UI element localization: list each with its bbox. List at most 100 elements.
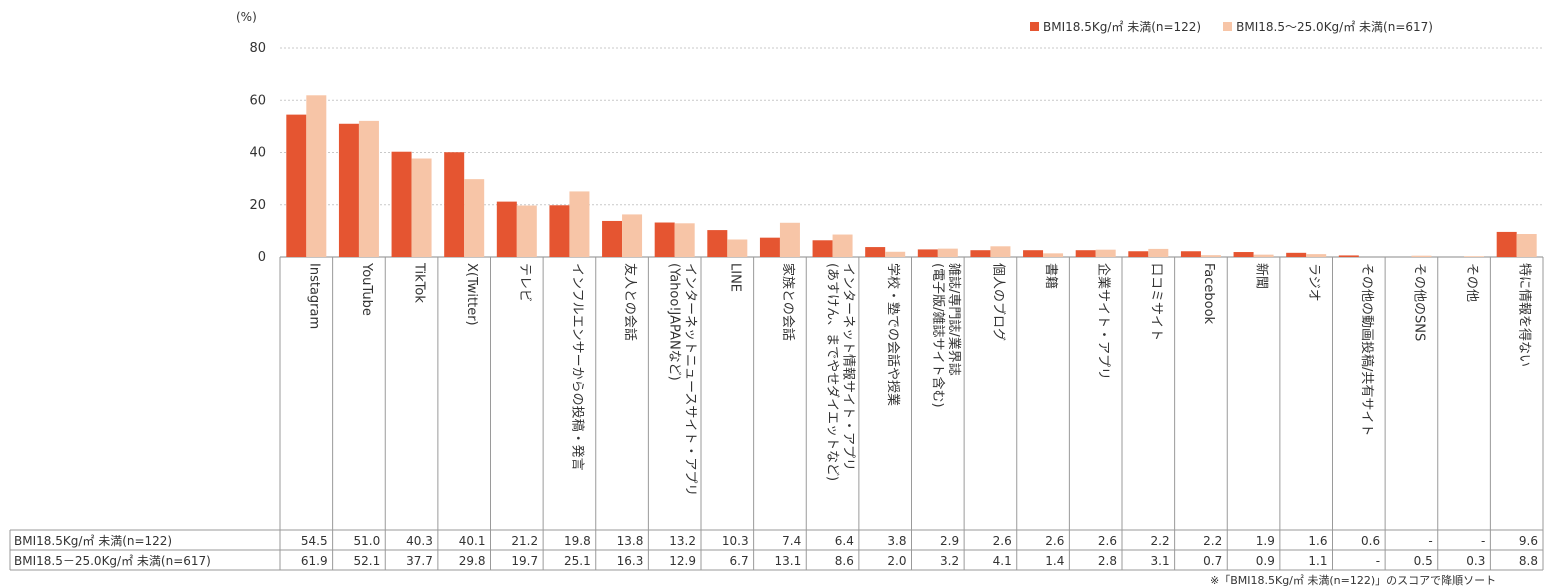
data-label: 2.2 xyxy=(1151,534,1170,548)
bar-series1 xyxy=(707,230,728,257)
bar-series2 xyxy=(779,222,800,257)
bar-series1 xyxy=(286,114,307,258)
data-label: 2.6 xyxy=(1098,534,1117,548)
x-tick-label: 企業サイト・アプリ xyxy=(1096,263,1112,380)
data-label: 8.6 xyxy=(835,554,854,568)
data-label: - xyxy=(1481,534,1485,548)
legend-item-series2: BMI18.5～25.0Kg/㎡ 未満(n=617) xyxy=(1223,18,1433,35)
bar-series1 xyxy=(1180,251,1201,257)
bar-series2 xyxy=(727,239,748,257)
legend-label-series2: BMI18.5～25.0Kg/㎡ 未満(n=617) xyxy=(1236,20,1433,34)
x-tick-label: (電子版/雑誌サイト含む) xyxy=(930,263,946,408)
data-label: 37.7 xyxy=(406,554,433,568)
bar-series2 xyxy=(1148,248,1169,257)
bar-series2 xyxy=(674,223,695,257)
data-label: 2.6 xyxy=(1045,534,1064,548)
data-label: 2.6 xyxy=(993,534,1012,548)
x-tick-label: Instagram xyxy=(306,263,321,329)
data-label: 52.1 xyxy=(354,554,381,568)
data-label: 2.9 xyxy=(940,534,959,548)
bar-series2 xyxy=(1306,254,1327,257)
data-label: 13.2 xyxy=(669,534,696,548)
x-tick-label: 書籍 xyxy=(1043,263,1059,289)
x-tick-label: (Yahoo!JAPANなど) xyxy=(667,263,682,381)
bar-series2 xyxy=(1411,255,1432,257)
x-tick-label: 口コミサイト xyxy=(1148,263,1163,341)
data-label: - xyxy=(1376,554,1380,568)
y-axis-unit: (%) xyxy=(236,10,257,24)
bar-series2 xyxy=(1095,249,1116,257)
legend: BMI18.5Kg/㎡ 未満(n=122) BMI18.5～25.0Kg/㎡ 未… xyxy=(1030,18,1433,35)
data-label: 19.8 xyxy=(564,534,591,548)
bar-series2 xyxy=(885,251,906,257)
bar-series2 xyxy=(1253,254,1274,257)
y-tick-label: 40 xyxy=(249,146,266,161)
data-label: 3.2 xyxy=(940,554,959,568)
x-tick-label: (あすけん、までやせダイエットなど) xyxy=(825,263,840,481)
bar-series1 xyxy=(496,201,517,257)
data-label: 29.8 xyxy=(459,554,486,568)
bar-series1 xyxy=(917,249,938,257)
x-tick-label: 友人との会話 xyxy=(622,263,638,341)
data-label: 10.3 xyxy=(722,534,749,548)
bar-series1 xyxy=(338,123,359,257)
data-label: 25.1 xyxy=(564,554,591,568)
x-tick-label: YouTube xyxy=(359,262,374,316)
bar-series1 xyxy=(1233,252,1254,257)
bar-series2 xyxy=(569,191,590,257)
data-label: 12.9 xyxy=(669,554,696,568)
data-label: 0.9 xyxy=(1256,554,1275,568)
bar-series1 xyxy=(1338,255,1359,257)
table-row-label: BMI18.5Kg/㎡ 未満(n=122) xyxy=(14,534,172,548)
bar-series1 xyxy=(970,250,991,257)
bar-series2 xyxy=(1516,234,1537,257)
bar-series2 xyxy=(937,248,958,257)
data-label: 40.3 xyxy=(406,534,433,548)
data-label: 8.8 xyxy=(1519,554,1538,568)
data-label: 0.5 xyxy=(1414,554,1433,568)
data-label: 3.1 xyxy=(1151,554,1170,568)
footnote: ※「BMI18.5Kg/㎡ 未満(n=122)」のスコアで降順ソート xyxy=(1210,574,1497,587)
data-label: 6.7 xyxy=(730,554,749,568)
x-tick-label: その他の動画投稿/共有サイト xyxy=(1359,263,1375,436)
x-tick-label: X(Twitter) xyxy=(464,263,479,326)
bar-series1 xyxy=(759,237,780,257)
x-tick-label: 特に情報を得ない xyxy=(1517,263,1533,367)
data-label: 4.1 xyxy=(993,554,1012,568)
data-label: 16.3 xyxy=(617,554,644,568)
table-row-label: BMI18.5－25.0Kg/㎡ 未満(n=617) xyxy=(14,554,211,568)
data-label: 13.1 xyxy=(775,554,802,568)
x-tick-label: 個人のブログ xyxy=(990,263,1006,341)
bar-series2 xyxy=(464,179,485,257)
data-label: 0.6 xyxy=(1361,534,1380,548)
data-label: 7.4 xyxy=(782,534,801,548)
x-tick-label: 学校・塾での会話や授業 xyxy=(885,263,901,406)
x-tick-label: インフルエンサーからの投稿・発言 xyxy=(569,263,585,471)
bar-series2 xyxy=(358,120,379,257)
data-label: 1.9 xyxy=(1256,534,1275,548)
x-tick-label: Facebook xyxy=(1201,263,1216,325)
x-tick-label: インターネット情報サイト・アプリ xyxy=(841,263,856,471)
x-tick-label: テレビ xyxy=(517,263,532,302)
legend-item-series1: BMI18.5Kg/㎡ 未満(n=122) xyxy=(1030,18,1201,35)
data-label: - xyxy=(1428,534,1432,548)
data-label: 2.2 xyxy=(1203,534,1222,548)
bar-series1 xyxy=(1023,250,1044,257)
data-label: 1.4 xyxy=(1045,554,1064,568)
data-label: 13.8 xyxy=(617,534,644,548)
data-label: 0.3 xyxy=(1466,554,1485,568)
bar-series1 xyxy=(391,151,412,257)
bar-series1 xyxy=(549,205,570,257)
bar-series1 xyxy=(865,247,886,257)
bar-series2 xyxy=(411,158,432,257)
data-label: 3.8 xyxy=(887,534,906,548)
legend-label-series1: BMI18.5Kg/㎡ 未満(n=122) xyxy=(1043,20,1202,34)
data-label: 21.2 xyxy=(511,534,538,548)
bar-series2 xyxy=(990,246,1011,257)
y-tick-label: 20 xyxy=(249,198,266,213)
legend-swatch-series1 xyxy=(1030,22,1039,31)
x-tick-label: インターネットニュースサイト・アプリ xyxy=(683,263,698,496)
x-tick-label: ラジオ xyxy=(1306,263,1321,302)
data-label: 19.7 xyxy=(511,554,538,568)
